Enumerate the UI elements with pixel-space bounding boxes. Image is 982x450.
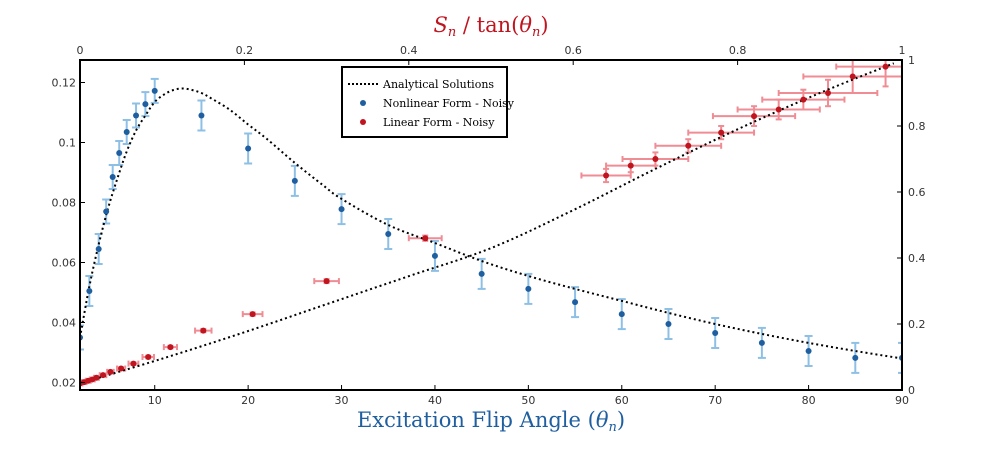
nonlinear-point (142, 101, 149, 108)
right-tick-label: 0.2 (908, 318, 926, 331)
bottom-tick-label: 70 (708, 394, 722, 407)
nonlinear-point (572, 299, 579, 306)
plot-area (80, 60, 902, 387)
linear-point (200, 327, 207, 334)
linear-point (145, 354, 152, 360)
top-tick-label: 1 (899, 44, 906, 57)
top-axis-ticks: 0 0.2 0.4 0.6 0.8 1 (77, 44, 906, 65)
linear-point (751, 113, 758, 120)
right-tick-label: 0 (908, 384, 915, 397)
bottom-tick-label: 90 (895, 394, 909, 407)
linear-point (422, 235, 429, 242)
bottom-tick-label: 80 (802, 394, 816, 407)
nonlinear-point (525, 285, 532, 292)
bottom-tick-label: 40 (428, 394, 442, 407)
nonlinear-point (198, 112, 205, 119)
linear-point (775, 106, 782, 113)
nonlinear-point (116, 150, 123, 156)
nonlinear-point (95, 246, 102, 252)
nonlinear-point (103, 208, 110, 215)
top-tick-label: 0 (77, 44, 84, 57)
bottom-tick-label: 60 (615, 394, 629, 407)
right-axis-ticks: 0 0.2 0.4 0.6 0.8 1 (897, 54, 926, 397)
left-tick-label: 0.12 (52, 77, 77, 90)
linear-point (167, 344, 174, 351)
plot-frame (79, 59, 903, 391)
left-axis-ticks: 0.02 0.04 0.06 0.08 0.1 0.12 (52, 77, 85, 390)
right-tick-label: 0.4 (908, 252, 926, 265)
linear-point (100, 372, 107, 379)
nonlinear-point (852, 354, 859, 361)
nonlinear-point (385, 231, 392, 237)
bottom-axis-title: Excitation Flip Angle (θn) (357, 408, 625, 435)
nonlinear-point (758, 339, 765, 346)
right-tick-label: 1 (908, 54, 915, 67)
nonlinear-point (478, 270, 485, 277)
nonlinear-point (665, 321, 672, 327)
legend-label-analytical: Analytical Solutions (382, 78, 494, 91)
analytical-linear-curve (80, 62, 895, 385)
nonlinear-point (245, 145, 252, 152)
nonlinear-point (712, 330, 719, 336)
nonlinear-point (133, 112, 140, 119)
left-tick-label: 0.04 (52, 317, 77, 330)
linear-point (118, 365, 125, 372)
bottom-tick-label: 20 (241, 394, 255, 407)
linear-point (249, 311, 256, 318)
top-tick-label: 0.2 (236, 44, 254, 57)
linear-point (323, 278, 330, 285)
nonlinear-point (151, 87, 158, 94)
left-tick-label: 0.08 (52, 197, 77, 210)
nonlinear-point (431, 252, 438, 259)
legend-label-linear: Linear Form - Noisy (383, 116, 495, 129)
bottom-tick-label: 30 (335, 394, 349, 407)
linear-point (718, 129, 725, 136)
linear-point (130, 360, 137, 367)
linear-point (603, 172, 610, 179)
nonlinear-point (805, 348, 812, 354)
linear-point (825, 90, 832, 96)
bottom-tick-label: 10 (148, 394, 162, 407)
linear-point (652, 156, 659, 162)
right-tick-label: 0.8 (908, 120, 926, 133)
linear-point (685, 142, 692, 149)
top-tick-label: 0.6 (564, 44, 582, 57)
nonlinear-point (109, 174, 116, 180)
left-tick-label: 0.1 (59, 137, 77, 150)
nonlinear-point (618, 311, 625, 318)
top-tick-label: 0.8 (729, 44, 747, 57)
top-tick-label: 0.4 (400, 44, 418, 57)
plot-data (80, 60, 902, 387)
legend-swatch-linear (360, 119, 366, 125)
legend-label-nonlinear: Nonlinear Form - Noisy (383, 97, 515, 110)
bottom-tick-label: 50 (521, 394, 535, 407)
linear-point (107, 368, 114, 375)
top-axis-title: Sn / tan(θn) (433, 13, 548, 40)
right-tick-label: 0.6 (908, 186, 926, 199)
linear-point (627, 162, 634, 169)
legend-swatch-nonlinear (360, 100, 366, 106)
legend-box (341, 66, 508, 138)
nonlinear-point (86, 288, 93, 294)
nonlinear-point (123, 129, 130, 135)
nonlinear-point (291, 177, 298, 184)
left-tick-label: 0.02 (52, 377, 77, 390)
linear-point (93, 374, 100, 381)
bottom-axis-ticks: 10 20 30 40 50 60 70 80 90 (148, 385, 909, 407)
linear-point (800, 96, 807, 103)
analytical-nonlinear-curve (80, 87, 902, 360)
linear-point (849, 73, 856, 80)
linear-point (882, 63, 889, 70)
left-tick-label: 0.06 (52, 257, 77, 270)
nonlinear-point (338, 206, 345, 213)
legend: Analytical Solutions Nonlinear Form - No… (341, 66, 515, 138)
